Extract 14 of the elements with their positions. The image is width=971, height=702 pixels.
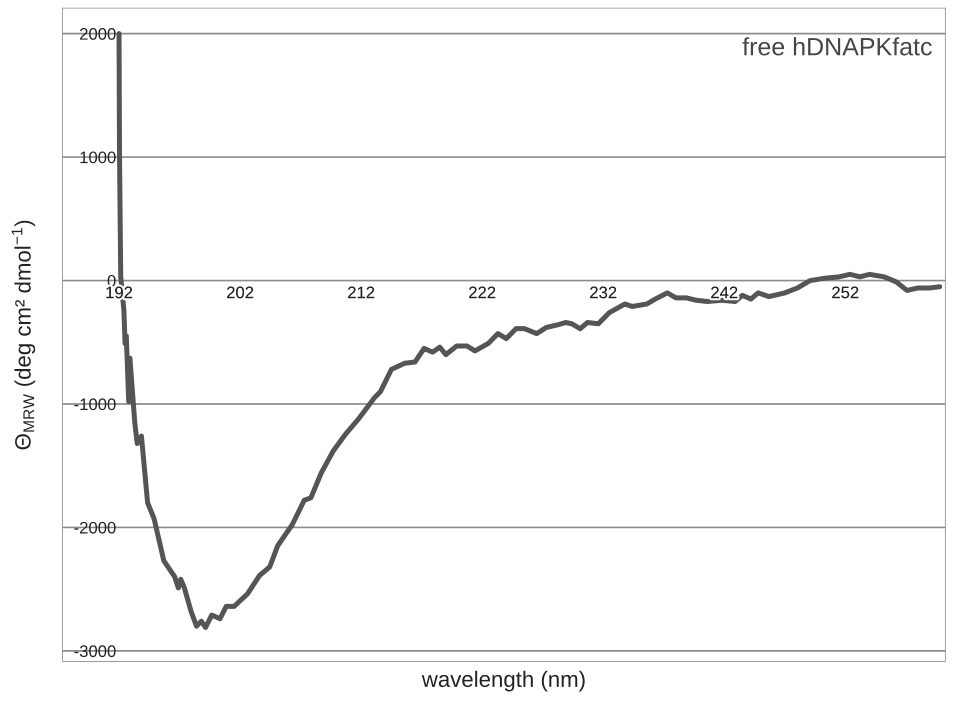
x-tick-label: 202 xyxy=(227,286,254,298)
x-tick-label: 252 xyxy=(832,286,858,298)
y-tick-label: -1000 xyxy=(74,398,116,410)
y-tick-label: 2000 xyxy=(80,28,116,40)
y-tick-label: -2000 xyxy=(74,522,116,534)
y-tick-label: 1000 xyxy=(80,151,116,164)
x-tick-label: 212 xyxy=(348,286,374,298)
x-tick-label: 232 xyxy=(590,286,616,298)
x-tick-label: 242 xyxy=(711,286,738,298)
x-axis-title: wavelength (nm) xyxy=(422,670,585,692)
annotation: free hDNAPKfatc xyxy=(742,37,932,56)
x-tick-label: 222 xyxy=(469,286,496,298)
y-axis-title: Θ$_{MRW}$ (deg cm² dmol$^{−1}$) xyxy=(12,220,36,450)
y-tick-label: -3000 xyxy=(74,645,116,658)
